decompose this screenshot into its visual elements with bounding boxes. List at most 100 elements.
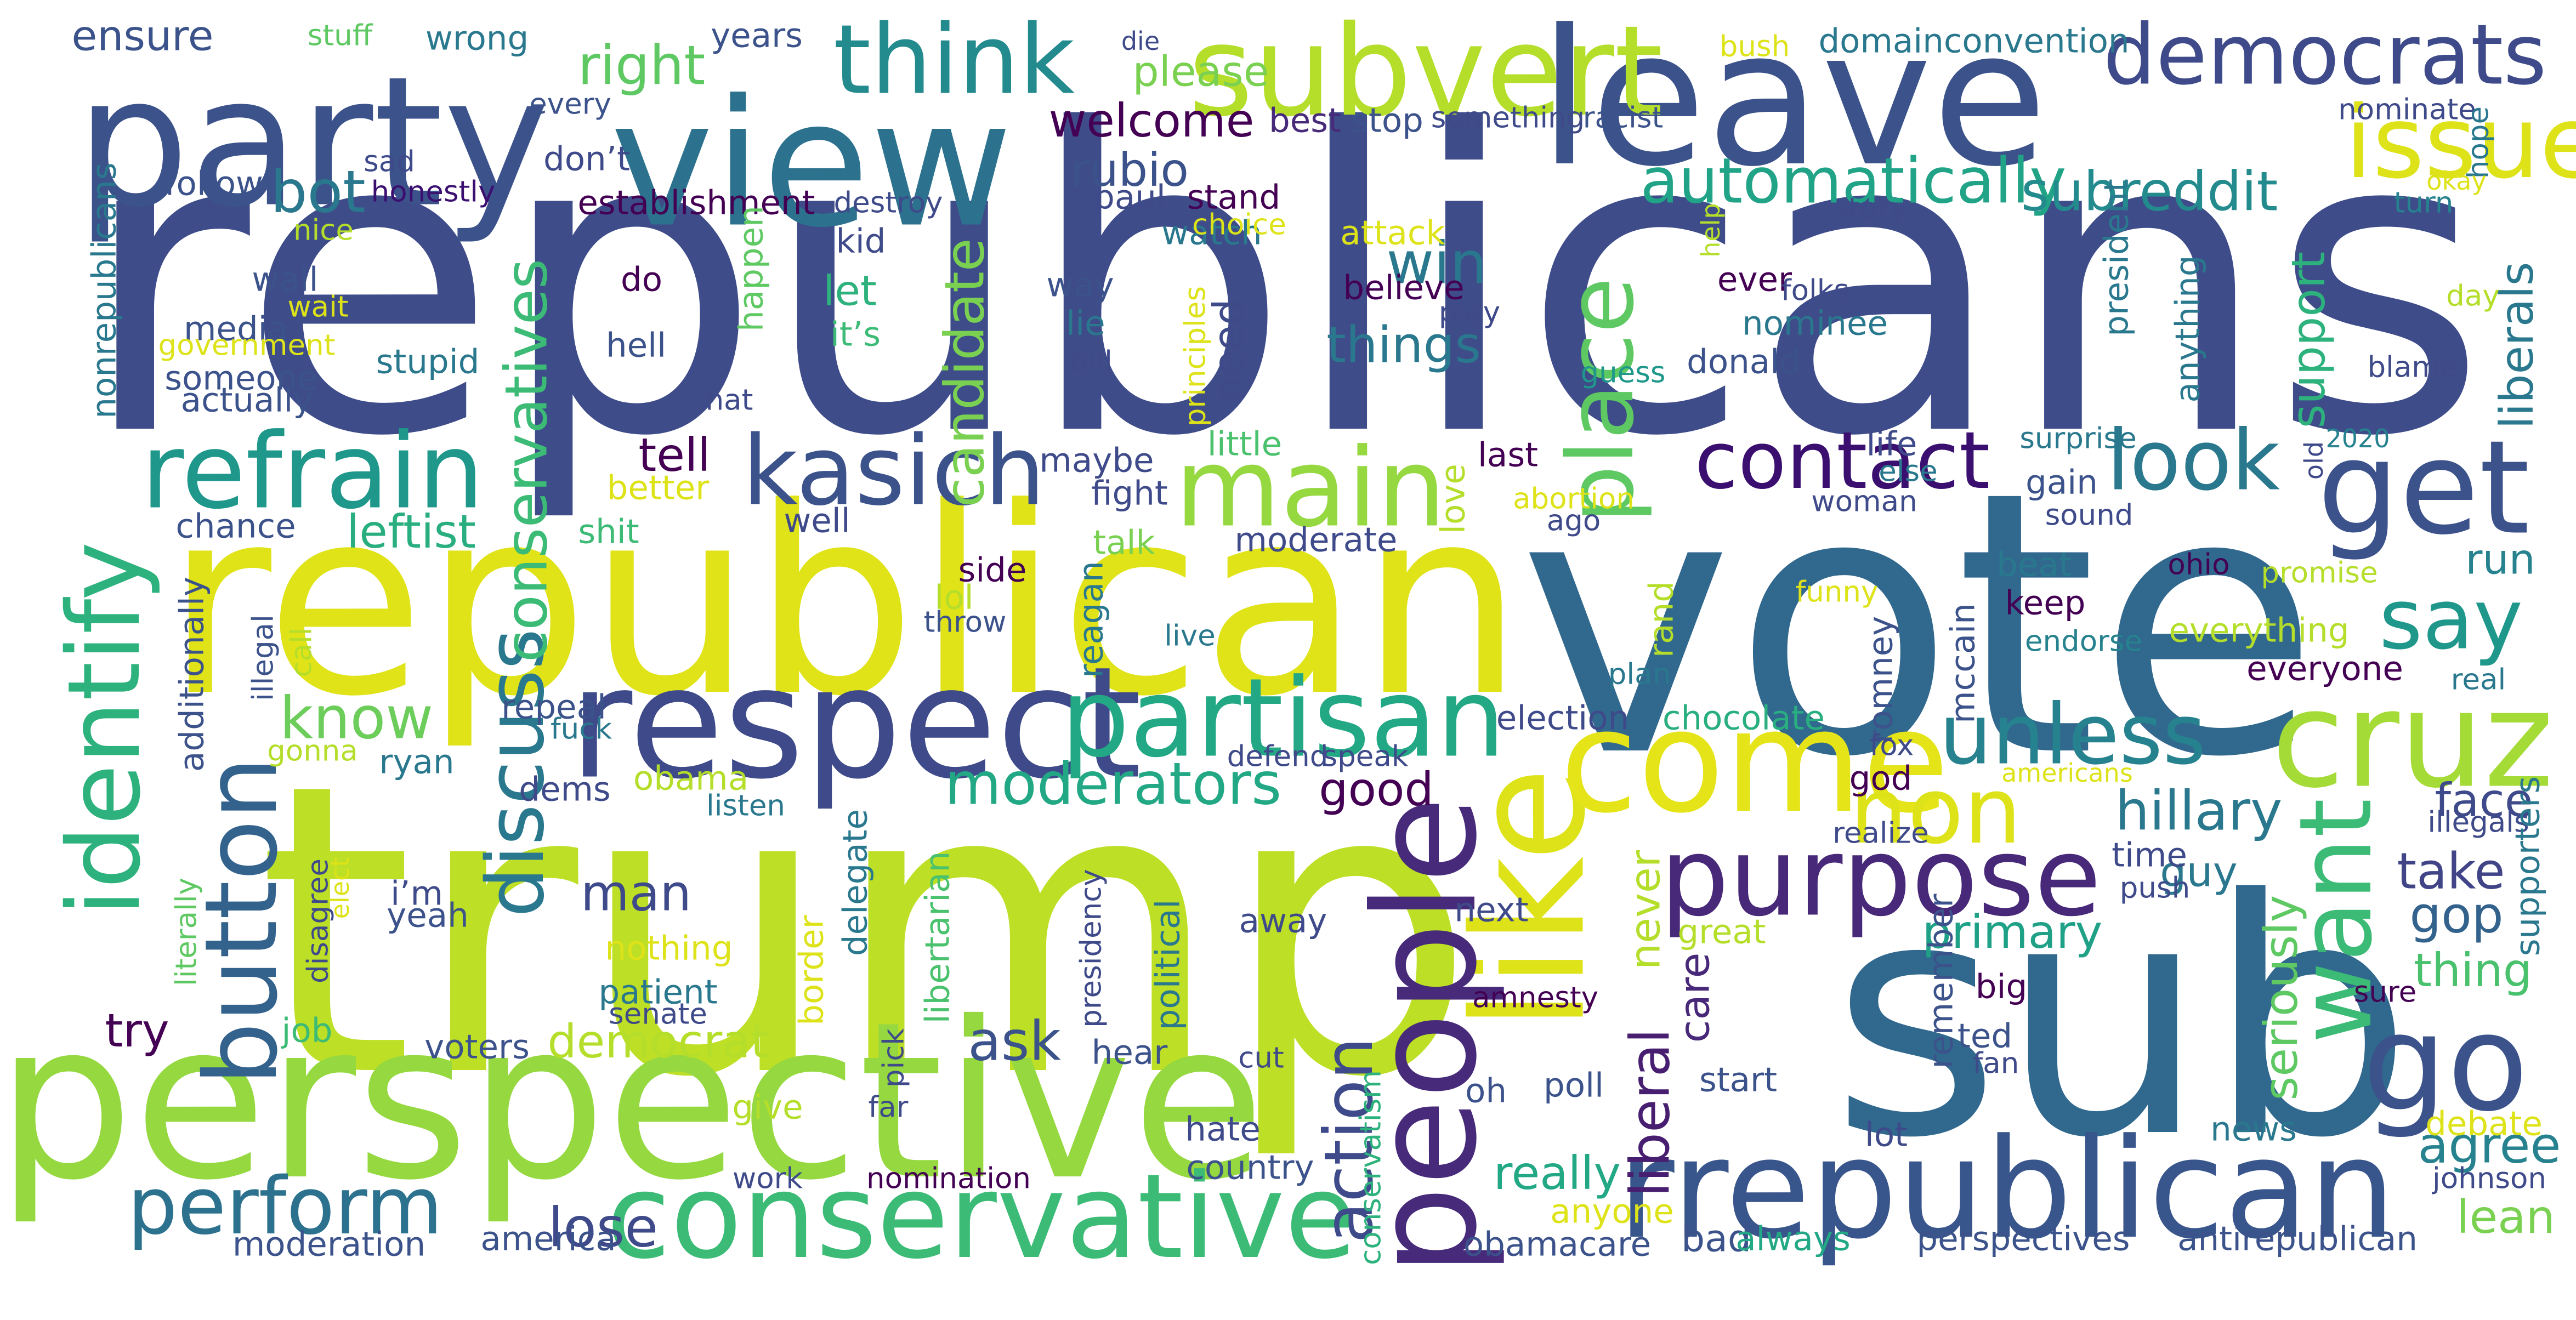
cloud-word: do — [621, 260, 662, 299]
cloud-word: perspective — [0, 976, 1265, 1228]
cloud-word: lie — [1066, 304, 1105, 343]
cloud-word: hope — [2462, 106, 2495, 179]
cloud-word: americans — [2001, 758, 2133, 788]
cloud-word: supporters — [2509, 776, 2547, 957]
cloud-word: rubio — [1070, 143, 1189, 197]
cloud-word: election — [1496, 699, 1629, 738]
cloud-word: candidate — [934, 238, 997, 507]
cloud-word: purpose — [1660, 814, 2101, 941]
cloud-word: party — [76, 38, 549, 247]
cloud-word: honestly — [371, 175, 496, 209]
cloud-word: racist — [1583, 101, 1664, 135]
cloud-word: shit — [578, 513, 639, 551]
cloud-word: conservatives — [493, 259, 560, 662]
cloud-word: sound — [2045, 499, 2134, 532]
cloud-word: johnson — [2432, 1162, 2546, 1196]
cloud-word: stupid — [376, 343, 480, 382]
cloud-word: well — [784, 502, 850, 540]
cloud-word: run — [2465, 535, 2535, 584]
cloud-word: ensure — [71, 12, 213, 60]
cloud-word: face — [2435, 773, 2533, 827]
cloud-word: tell — [638, 428, 710, 482]
cloud-word: nothing — [605, 929, 733, 968]
cloud-word: moderators — [945, 750, 1281, 818]
cloud-word: hell — [606, 326, 666, 365]
cloud-word: push — [2120, 872, 2190, 905]
cloud-word: support — [2282, 252, 2335, 429]
cloud-word: everything — [2169, 611, 2349, 650]
cloud-word: repeal — [501, 688, 606, 727]
cloud-word: fox — [1870, 729, 1914, 763]
cloud-word: amnesty — [1472, 981, 1598, 1015]
cloud-word: good — [1319, 763, 1433, 816]
cloud-word: pick — [877, 1028, 911, 1088]
cloud-word: give — [732, 1088, 803, 1127]
cloud-word: attack — [1340, 214, 1445, 253]
cloud-word: else — [1879, 455, 1938, 488]
cloud-word: sad — [364, 145, 415, 179]
cloud-word: choice — [1192, 208, 1286, 242]
cloud-word: great — [1677, 913, 1766, 952]
cloud-word: additionally — [173, 577, 212, 772]
cloud-word: kasich — [742, 416, 1045, 527]
cloud-word: start — [1699, 1061, 1777, 1100]
cloud-word: voters — [424, 1028, 530, 1067]
cloud-word: republicans — [78, 43, 2487, 527]
cloud-word: anyone — [1550, 1192, 1674, 1231]
cloud-word: literally — [170, 878, 203, 986]
cloud-word: mccain — [1944, 603, 1983, 724]
cloud-word: away — [1239, 902, 1327, 941]
cloud-word: subreddit — [2021, 161, 2278, 224]
cloud-word: maybe — [1039, 441, 1154, 480]
cloud-word: sure — [2354, 976, 2416, 1009]
cloud-word: partisan — [1060, 655, 1505, 782]
cloud-word: cruz — [2271, 663, 2554, 818]
cloud-word: life — [1866, 425, 1917, 464]
cloud-word: guess — [1580, 356, 1665, 390]
cloud-word: want — [2278, 798, 2394, 1043]
cloud-word: listen — [706, 789, 785, 823]
cloud-word: i’m — [390, 874, 443, 913]
cloud-word: kid — [836, 222, 886, 261]
cloud-word: president — [2097, 179, 2136, 337]
cloud-word: rrepublican — [1618, 1110, 2396, 1270]
cloud-word: wall — [252, 260, 318, 299]
cloud-word: automatically — [1640, 145, 2066, 218]
cloud-word: last — [1478, 436, 1538, 475]
cloud-word: chocolate — [1663, 699, 1825, 738]
cloud-word: 2020 — [2325, 424, 2390, 453]
cloud-word: far — [869, 1091, 909, 1124]
cloud-word: best — [1269, 101, 1341, 140]
cloud-word: vote — [1518, 414, 2319, 836]
cloud-word: real — [2451, 663, 2506, 697]
cloud-word: ohio — [2168, 548, 2229, 582]
cloud-word: big — [1976, 968, 2027, 1006]
cloud-word: discuss — [469, 629, 561, 918]
cloud-word: blame — [2367, 351, 2458, 384]
cloud-word: presidency — [1075, 869, 1108, 1028]
cloud-word: lot — [1865, 1116, 1908, 1154]
cloud-word: leftist — [347, 505, 476, 559]
cloud-word: democrat — [547, 1015, 768, 1068]
cloud-word: agree — [2418, 1117, 2561, 1175]
cloud-word: rand — [1642, 581, 1681, 658]
cloud-word: man — [581, 865, 691, 923]
cloud-word: trump — [257, 699, 1476, 1165]
cloud-word: love — [1434, 464, 1473, 534]
cloud-word: way — [1046, 266, 1114, 305]
cloud-word: chance — [175, 507, 296, 546]
cloud-word: time — [2112, 836, 2187, 875]
cloud-word: turn — [2394, 186, 2454, 220]
cloud-word: domainconvention — [1818, 22, 2129, 61]
cloud-word: remember — [1922, 894, 1961, 1069]
cloud-word: don’t — [543, 140, 630, 179]
cloud-word: paul — [1093, 178, 1166, 217]
cloud-word: let — [823, 266, 877, 315]
cloud-word: antirepublican — [2177, 1220, 2418, 1259]
cloud-word: fight — [1091, 474, 1168, 513]
cloud-word: wrong — [425, 19, 529, 58]
cloud-word: unless — [1939, 686, 2206, 783]
cloud-word: really — [1494, 1146, 1621, 1200]
cloud-word: every — [529, 88, 611, 121]
